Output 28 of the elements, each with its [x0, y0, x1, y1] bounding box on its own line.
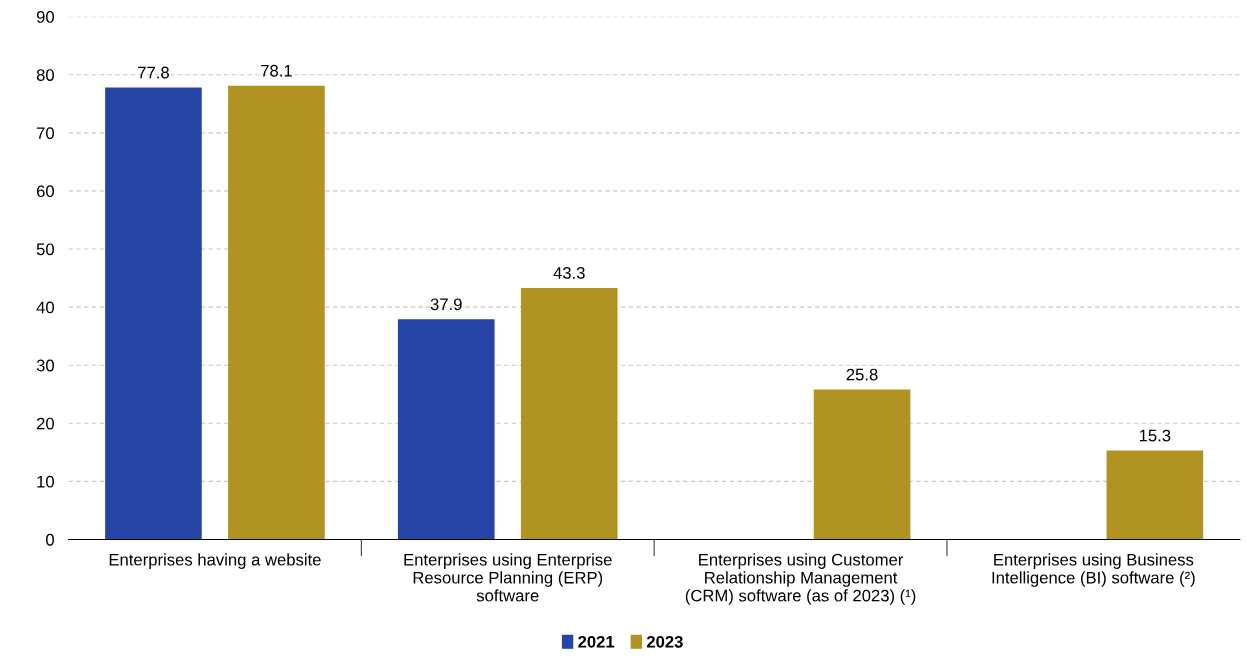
- bar: [105, 87, 202, 540]
- y-tick-label: 20: [36, 417, 54, 430]
- legend-label: 2021: [578, 635, 615, 648]
- y-tick-label: 10: [37, 475, 54, 488]
- y-tick-label: 70: [36, 127, 54, 140]
- bar: [397, 319, 495, 540]
- data-label: 77.8: [138, 66, 169, 79]
- bar: [520, 287, 618, 540]
- y-tick-label: 90: [36, 11, 54, 23]
- y-tick-label: 50: [36, 243, 54, 256]
- x-tick-label: Enterprises using Enterprise Resource Planning (ERP) software: [404, 553, 612, 602]
- y-tick-label: 40: [36, 301, 54, 314]
- legend-label: 2023: [646, 635, 683, 648]
- bar: [1106, 450, 1204, 540]
- data-label: 15.3: [1139, 429, 1171, 442]
- y-tick-label: 60: [36, 185, 54, 198]
- x-tick-label: Enterprises using Business Intelligence (BI) software (²): [992, 553, 1195, 587]
- y-tick-label: 30: [36, 359, 54, 372]
- data-label: 25.8: [846, 368, 878, 381]
- y-tick-label: 0: [46, 533, 54, 546]
- bar: [813, 389, 911, 540]
- y-tick-label: 80: [36, 69, 54, 81]
- data-label: 37.9: [430, 298, 462, 311]
- x-tick-label: Enterprises having a website: [109, 553, 321, 569]
- bar: [228, 85, 325, 540]
- data-label: 78.1: [261, 64, 292, 77]
- x-tick-label: Enterprises using Customer Relationship Management (CRM) software (as of 2023) (¹): [685, 553, 916, 605]
- data-label: 43.3: [553, 267, 585, 279]
